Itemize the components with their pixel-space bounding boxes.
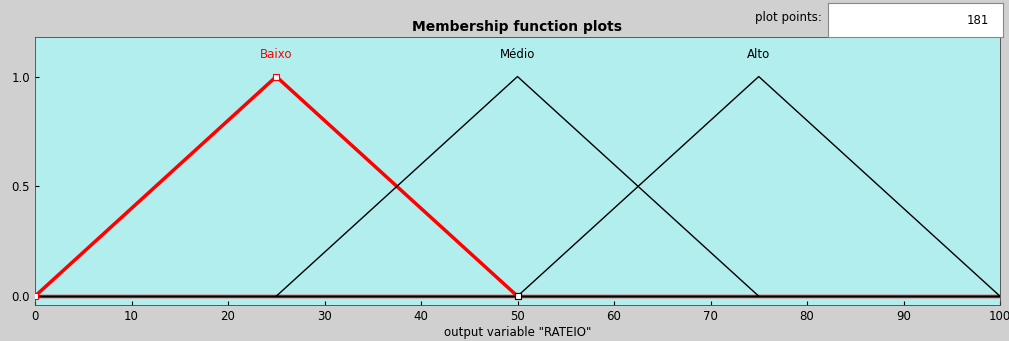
Text: plot points:: plot points: (755, 12, 822, 25)
Text: 181: 181 (967, 14, 989, 27)
Text: Médio: Médio (499, 48, 535, 61)
Text: Baixo: Baixo (260, 48, 293, 61)
Text: Alto: Alto (747, 48, 771, 61)
Title: Membership function plots: Membership function plots (413, 20, 623, 34)
X-axis label: output variable "RATEIO": output variable "RATEIO" (444, 326, 591, 339)
